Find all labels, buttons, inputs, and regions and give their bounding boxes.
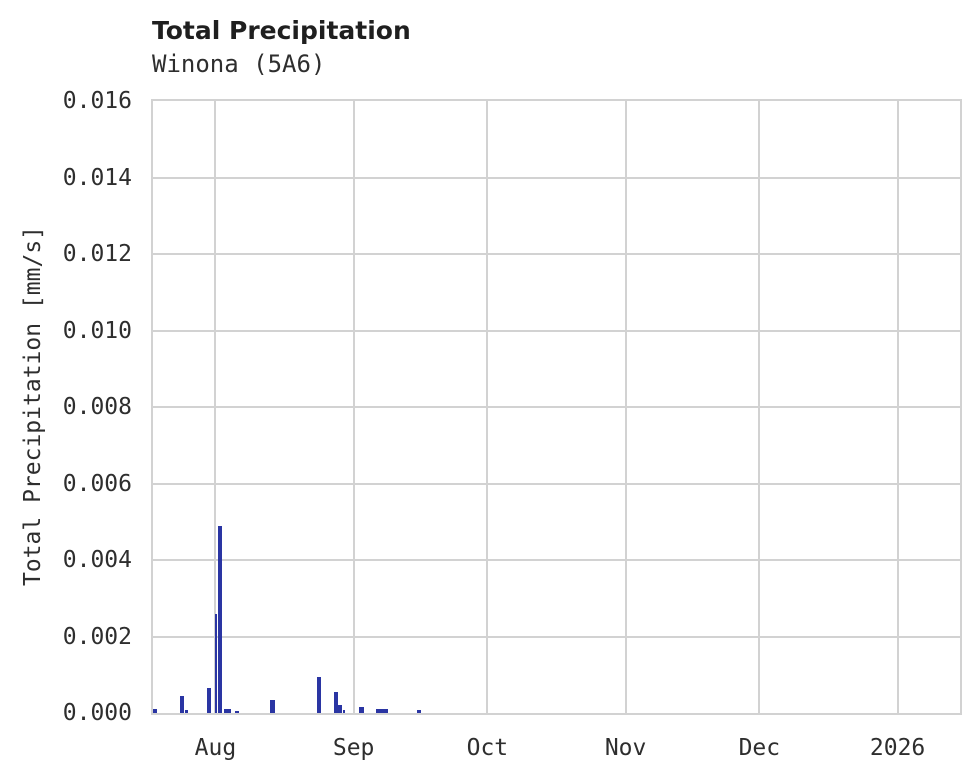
x-tick-label-aug: Aug	[194, 735, 237, 761]
gridline-y-0.012	[153, 253, 960, 255]
gridline-y-0.004	[153, 559, 960, 561]
precip-bar-2025-07-25	[184, 710, 188, 713]
precip-bar-2025-07-30	[206, 688, 211, 713]
plot-area	[151, 99, 962, 715]
gridline-y-0.014	[153, 176, 960, 179]
gridline-y-0.006	[153, 482, 960, 485]
precip-bar-2025-08-03	[224, 709, 232, 713]
gridline-x-oct	[486, 101, 489, 713]
precip-bar-2025-08-01	[215, 614, 218, 713]
gridline-x-nov	[624, 101, 627, 713]
precip-bar-2025-08-13	[269, 700, 275, 713]
gridline-x-2026	[896, 101, 899, 713]
precip-bar-2025-09-15	[417, 710, 422, 713]
precip-bar-2025-07-24	[179, 696, 184, 713]
precip-bar-2025-08-24	[317, 677, 322, 713]
gridline-y-0.008	[153, 406, 960, 408]
chart-title: Total Precipitation	[152, 16, 411, 45]
precip-bar-2025-08-01	[217, 526, 222, 713]
y-tick-label: 0.002	[62, 623, 132, 650]
gridline-y-0.002	[153, 635, 960, 638]
x-tick-label-2026: 2026	[869, 735, 926, 761]
x-tick-label-dec: Dec	[738, 735, 781, 761]
y-tick-label: 0.004	[62, 547, 132, 573]
y-tick-label: 0.000	[62, 700, 132, 726]
x-tick-label-nov: Nov	[604, 735, 647, 761]
precip-bar-2025-08-29	[338, 705, 343, 713]
x-tick-label-sep: Sep	[332, 735, 375, 761]
precip-bar-2025-08-28	[334, 692, 339, 713]
y-tick-label: 0.014	[62, 164, 132, 191]
y-tick-label: 0.010	[62, 317, 132, 344]
x-tick-label-oct: Oct	[466, 735, 509, 761]
precip-bar-2025-08-05	[235, 711, 240, 713]
precip-bar-2025-09-02	[359, 707, 365, 713]
gridline-x-sep	[352, 101, 355, 713]
y-tick-label: 0.016	[62, 88, 132, 114]
y-tick-label: 0.008	[62, 394, 132, 420]
gridline-y-0.010	[153, 329, 960, 332]
precip-bar-2025-09-07	[381, 709, 388, 713]
y-tick-label: 0.006	[62, 470, 132, 497]
y-tick-label: 0.012	[62, 241, 132, 267]
precip-bar-2025-09-06	[375, 709, 382, 713]
precip-bar-2025-07-18	[153, 709, 158, 713]
gridline-x-dec	[758, 101, 761, 713]
gridline-x-aug	[214, 101, 217, 713]
precip-bar-2025-08-30	[342, 710, 345, 713]
chart-subtitle: Winona (5A6)	[152, 50, 326, 78]
